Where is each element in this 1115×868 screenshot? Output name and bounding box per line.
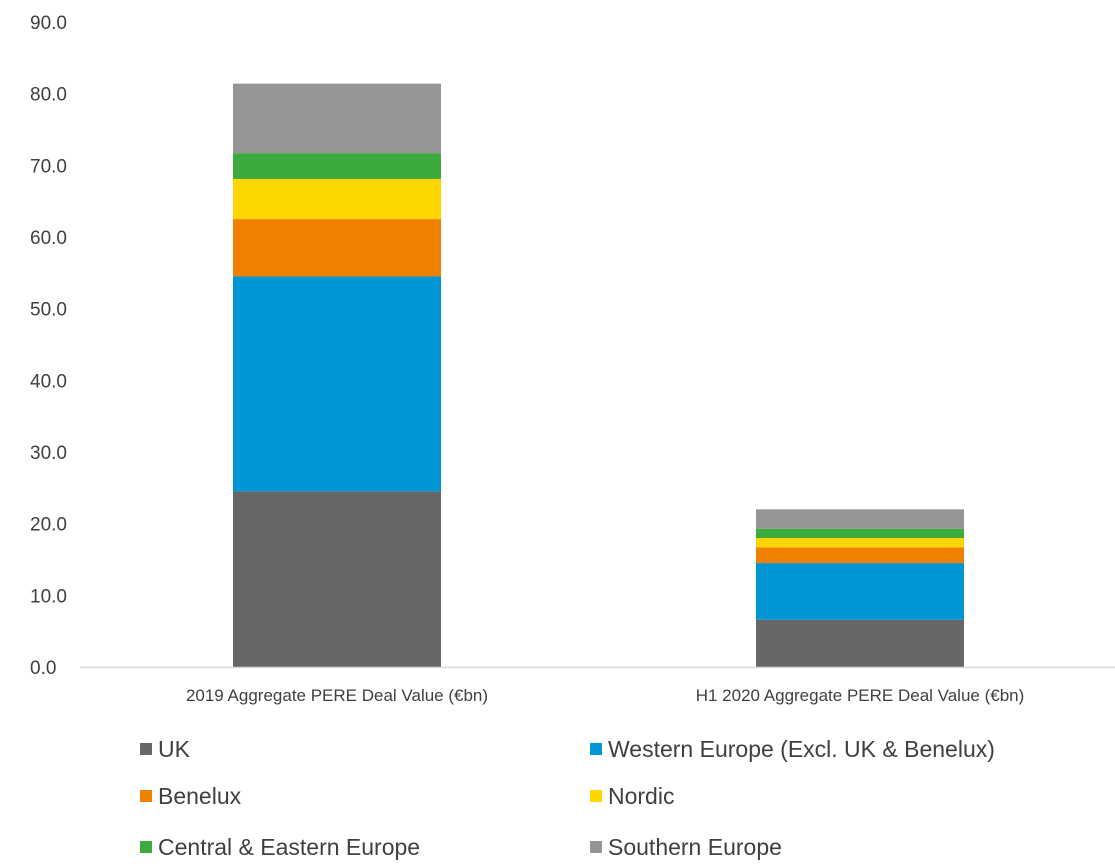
x-axis-labels: 2019 Aggregate PERE Deal Value (€bn) H1 2… [186, 686, 1024, 705]
bar-segment-western-europe-excl-uk-benelux [756, 563, 964, 620]
y-tick-label: 10.0 [30, 586, 67, 607]
legend-item: Southern Europe [590, 834, 782, 860]
y-tick-label: 90.0 [30, 13, 67, 34]
bar-segment-benelux [233, 219, 441, 277]
bar-segment-nordic [233, 178, 441, 220]
legend-label: Western Europe (Excl. UK & Benelux) [608, 736, 995, 762]
legend-swatch [140, 790, 152, 802]
legend-label: Benelux [158, 783, 242, 809]
legend-item: Benelux [140, 783, 242, 809]
x-category-label: H1 2020 Aggregate PERE Deal Value (€bn) [696, 686, 1025, 705]
x-category-label: 2019 Aggregate PERE Deal Value (€bn) [186, 686, 488, 705]
y-tick-label: 60.0 [30, 228, 67, 249]
legend-label: Nordic [608, 783, 674, 809]
y-tick-label: 20.0 [30, 515, 67, 536]
bar-segment-southern-europe [756, 509, 964, 529]
bar-segment-central-eastern-europe [233, 153, 441, 179]
legend-swatch [590, 841, 602, 853]
bar-segment-central-eastern-europe [756, 528, 964, 538]
legend-item: UK [140, 736, 191, 762]
legend-swatch [590, 743, 602, 755]
legend-swatch [140, 841, 152, 853]
y-axis: 0.0 10.0 20.0 30.0 40.0 50.0 60.0 70.0 80.0 90.0 [30, 13, 67, 679]
bar-segment-uk [756, 619, 964, 667]
legend-label: Central & Eastern Europe [158, 834, 420, 860]
y-tick-label: 50.0 [30, 300, 67, 321]
bar-segment-western-europe-excl-uk-benelux [233, 276, 441, 492]
bar-segment-nordic [756, 538, 964, 548]
y-tick-label: 0.0 [30, 658, 56, 679]
y-tick-label: 80.0 [30, 85, 67, 106]
y-tick-label: 30.0 [30, 443, 67, 464]
legend-swatch [140, 743, 152, 755]
legend-label: UK [158, 736, 191, 762]
bar-segment-benelux [756, 547, 964, 564]
legend: UK Western Europe (Excl. UK & Benelux) Ben… [140, 736, 995, 860]
bar-segment-uk [233, 491, 441, 667]
legend-swatch [590, 790, 602, 802]
legend-item: Central & Eastern Europe [140, 834, 420, 860]
legend-item: Western Europe (Excl. UK & Benelux) [590, 736, 995, 762]
legend-label: Southern Europe [608, 834, 782, 860]
legend-item: Nordic [590, 783, 674, 809]
bars [233, 83, 964, 667]
y-tick-label: 40.0 [30, 371, 67, 392]
bar-segment-southern-europe [233, 83, 441, 154]
y-tick-label: 70.0 [30, 156, 67, 177]
